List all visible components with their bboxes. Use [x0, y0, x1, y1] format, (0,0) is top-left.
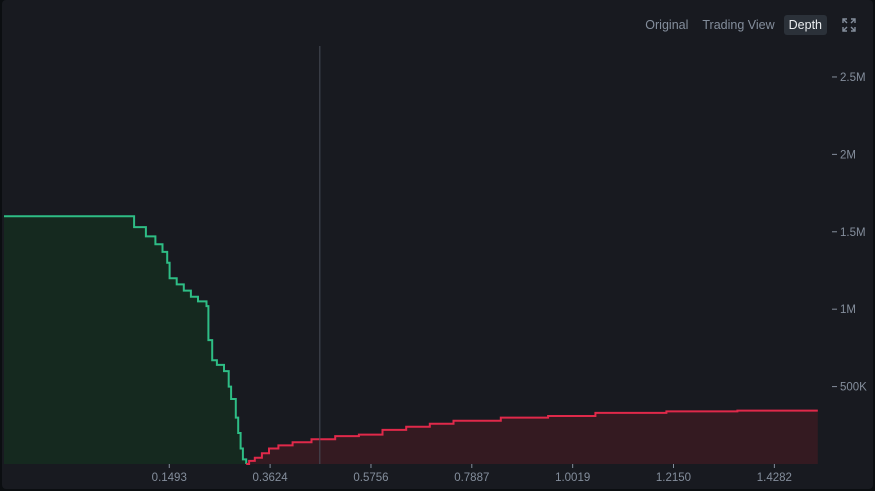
tab-original[interactable]: Original	[645, 18, 689, 32]
ask-area	[246, 409, 818, 465]
y-axis: 500K 1M 1.5M 2M 2.5M	[832, 72, 867, 394]
y-tick-label: 1M	[840, 304, 856, 316]
tab-depth[interactable]: Depth	[783, 15, 827, 35]
chart-view-toolbar: Original Trading View Depth	[640, 14, 861, 36]
expand-icon[interactable]	[837, 14, 861, 36]
y-tick-label: 2M	[840, 149, 856, 161]
ask-depth-line	[246, 409, 818, 465]
y-tick-label: 1.5M	[840, 227, 866, 239]
bid-depth-fill	[4, 216, 247, 464]
tab-trading-view[interactable]: Trading View	[702, 18, 775, 32]
bid-depth-line	[4, 215, 248, 464]
x-axis: 0.1493 0.3624 0.5756 0.7887 1.0019 1.2150 1.42…	[152, 464, 792, 484]
y-tick-label: 500K	[840, 382, 867, 394]
x-tick-label: 0.3624	[253, 472, 289, 484]
x-tick-label: 0.7887	[454, 472, 489, 484]
x-tick-label: 0.1493	[152, 472, 187, 484]
ask-depth-fill	[246, 410, 818, 464]
bid-area	[4, 215, 248, 464]
x-tick-label: 1.2150	[656, 472, 691, 484]
y-tick-label: 2.5M	[840, 72, 866, 84]
x-tick-label: 1.4282	[757, 472, 792, 484]
x-tick-label: 0.5756	[353, 472, 388, 484]
x-tick-label: 1.0019	[555, 472, 590, 484]
